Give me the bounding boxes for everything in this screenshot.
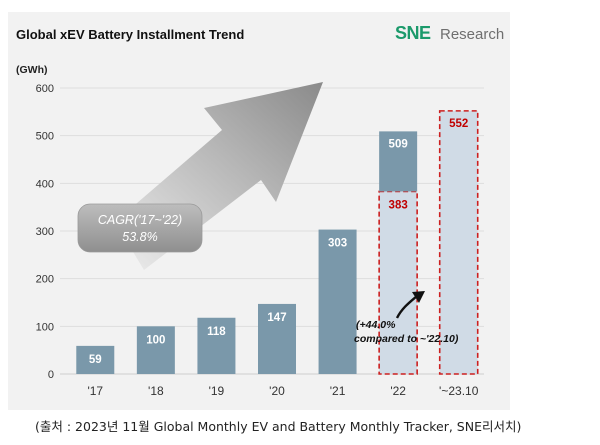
bar (76, 345, 115, 374)
y-tick-label: 200 (36, 274, 54, 286)
y-axis-unit: (GWh) (16, 64, 48, 76)
growth-line-2: compared to ~'22.10) (354, 333, 459, 345)
y-tick-labels: 0 100 200 300 400 500 600 (36, 83, 54, 381)
x-tick-label: '20 (269, 384, 285, 398)
bar-value-label: 303 (328, 238, 347, 250)
y-tick-label: 600 (36, 83, 54, 95)
cagr-callout: CAGR('17~'22) 53.8% (77, 203, 203, 253)
bar (258, 303, 296, 374)
growth-callout: (+44.0% compared to ~'22.10) (354, 291, 459, 345)
bar-value-label: 118 (207, 326, 226, 338)
cagr-label: CAGR('17~'22) (98, 213, 182, 227)
bar-value-label: 100 (146, 334, 165, 346)
y-tick-label: 0 (48, 369, 54, 381)
bar-partial-label: 383 (389, 199, 408, 211)
y-tick-label: 100 (36, 321, 54, 333)
growth-curve-arrow (395, 295, 418, 319)
x-tick-labels: '17 '18 '19 '20 '21 '22 '~23.10 (87, 384, 478, 398)
x-tick-label: '21 (330, 384, 346, 398)
cagr-value: 53.8% (122, 230, 157, 244)
bar-projection (438, 110, 479, 375)
growth-arrowhead (412, 291, 425, 303)
growth-line-1: (+44.0% (356, 319, 396, 331)
bar-value-label: 147 (267, 312, 286, 324)
bar (197, 317, 236, 374)
y-tick-label: 500 (36, 131, 54, 143)
chart-svg: Global xEV Battery Installment Trend SNE… (16, 23, 504, 398)
y-tick-label: 400 (36, 178, 54, 190)
bar-layer: 59 100 118 147 303 509 383 552 (76, 110, 479, 375)
bar-value-label: 59 (89, 354, 102, 366)
chart-title: Global xEV Battery Installment Trend (16, 27, 244, 42)
x-tick-label: '19 (209, 384, 225, 398)
source-note: (출처 : 2023년 11월 Global Monthly EV and Ba… (35, 419, 522, 434)
y-tick-label: 300 (36, 226, 54, 238)
x-tick-label: '18 (148, 384, 164, 398)
bar (318, 229, 357, 374)
x-tick-label: '17 (87, 384, 103, 398)
x-tick-label: '~23.10 (439, 384, 479, 398)
bar (136, 326, 175, 374)
bar (379, 131, 418, 192)
bar-value-label: 509 (389, 138, 408, 150)
x-tick-label: '22 (390, 384, 406, 398)
cagr-pill (77, 203, 203, 253)
bar-value-label: 552 (449, 118, 468, 130)
bar-partial-segment (378, 190, 418, 375)
sne-logo: SNE Research (395, 23, 504, 43)
chart-panel: Global xEV Battery Installment Trend SNE… (8, 12, 510, 410)
logo-mark: SNE (395, 23, 431, 43)
logo-name: Research (440, 26, 504, 43)
